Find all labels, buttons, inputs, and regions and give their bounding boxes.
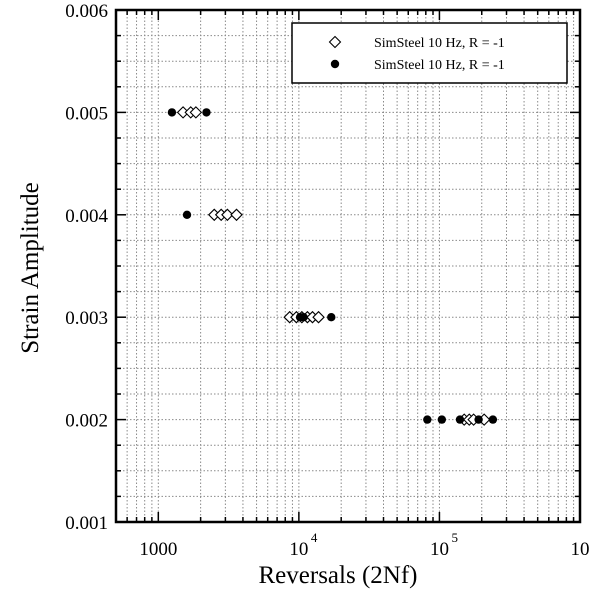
series-2-point — [423, 415, 432, 424]
y-tick-label: 0.006 — [65, 1, 108, 22]
x-tick-label: 10 — [430, 539, 449, 560]
series-2-point — [202, 108, 211, 117]
legend-label-series-2: SimSteel 10 Hz, R = -1 — [374, 58, 505, 73]
y-tick-label: 0.005 — [65, 103, 108, 124]
grid — [115, 9, 580, 523]
y-tick-label: 0.001 — [65, 513, 108, 534]
y-tick-label: 0.004 — [65, 206, 108, 227]
x-tick-label: 10 — [289, 539, 308, 560]
data-points — [167, 106, 498, 426]
series-2-point — [474, 415, 483, 424]
y-axis-title: Strain Amplitude — [17, 182, 44, 354]
series-2-point — [182, 210, 192, 219]
series-1-point — [312, 310, 325, 324]
series-2-point — [455, 415, 465, 424]
series-2-point — [167, 108, 177, 117]
series-1-point — [230, 208, 243, 222]
x-tick-label: 10 — [571, 539, 590, 560]
series-1-point — [189, 106, 203, 119]
x-tick-label: 1000 — [139, 539, 177, 560]
legend-box — [291, 22, 568, 84]
y-tick-label: 0.002 — [65, 411, 108, 432]
series-2-point — [437, 415, 447, 424]
legend-label-series-1: SimSteel 10 Hz, R = -1 — [374, 36, 505, 51]
x-tick-exponent: 4 — [311, 530, 318, 545]
y-tick-label: 0.003 — [65, 308, 108, 329]
series-1-point — [221, 208, 234, 222]
legend: SimSteel 10 Hz, R = -1 SimSteel 10 Hz, R … — [291, 22, 568, 84]
x-tick-exponent: 5 — [451, 530, 458, 545]
series-2-point — [299, 313, 308, 322]
x-axis-title: Reversals (2Nf) — [259, 562, 418, 589]
series-2-point — [488, 415, 498, 424]
series-2-point — [327, 313, 336, 322]
legend-marker-series-2 — [330, 59, 340, 69]
legend-marker-series-1 — [328, 35, 342, 49]
plot-frame — [114, 8, 582, 524]
